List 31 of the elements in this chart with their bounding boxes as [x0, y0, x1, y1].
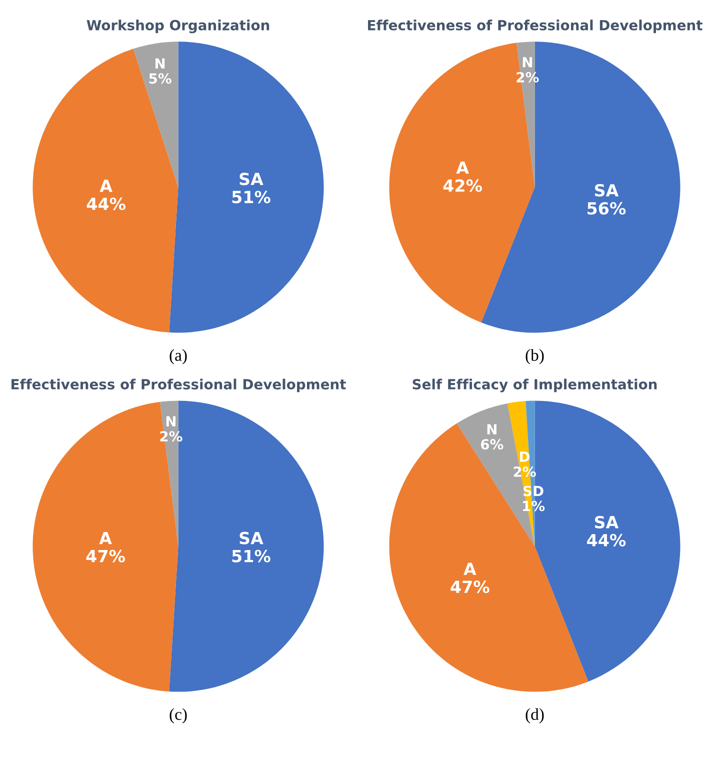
data-label: 56% — [588, 202, 626, 215]
chart-title: Effectiveness of Professional Development — [368, 20, 702, 34]
data-label: 5% — [149, 73, 172, 84]
data-label: 44% — [587, 534, 626, 546]
slice-label: A — [464, 562, 476, 575]
text: (d) — [526, 708, 544, 724]
slice-label: A — [99, 532, 112, 544]
text: (b) — [526, 349, 544, 364]
data-label: 51% — [232, 190, 270, 204]
slice-label: SA — [594, 184, 619, 197]
slice-label: A — [456, 161, 469, 174]
chart-title: Effectiveness of Professional Development — [12, 378, 346, 392]
text: (c) — [170, 708, 187, 724]
data-label: 47% — [86, 550, 125, 562]
slice-label: A — [100, 180, 112, 192]
data-label: 44% — [86, 198, 126, 210]
data-label: 51% — [232, 550, 270, 562]
data-label: 47% — [450, 580, 490, 594]
slice-label: SA — [240, 172, 264, 186]
slice-label: N — [166, 416, 176, 426]
chart-title: Self Efficacy of Implementation — [412, 378, 657, 392]
data-label: 2% — [514, 466, 536, 477]
data-label: 6% — [480, 439, 504, 450]
data-label: 42% — [443, 179, 482, 192]
slice-label: SA — [240, 532, 264, 544]
text: (a) — [170, 349, 187, 364]
chart-title: Workshop Organization — [86, 20, 270, 34]
slice-label: SA — [594, 516, 619, 528]
slice-label: N — [156, 58, 165, 69]
slice-label: N — [522, 57, 532, 68]
slice-label: N — [487, 424, 496, 434]
